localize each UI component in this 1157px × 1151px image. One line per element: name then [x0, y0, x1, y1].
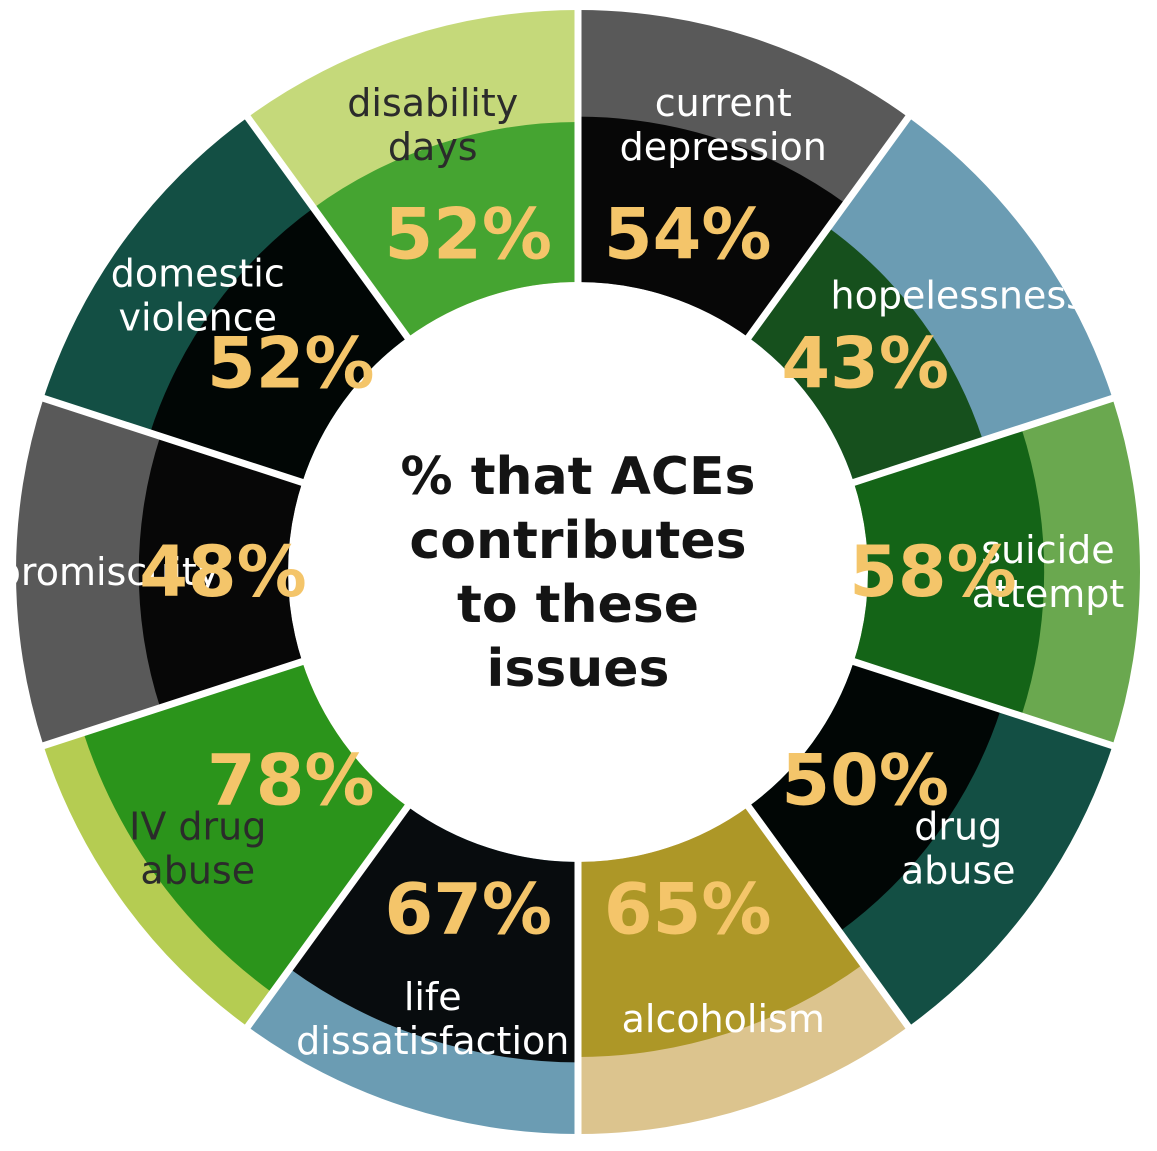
segment-label-6: IV drug abuse: [129, 804, 266, 892]
segment-value-2: 58%: [849, 531, 1017, 613]
segment-fill-7: [138, 436, 303, 708]
segment-label-5: life dissatisfaction: [296, 975, 569, 1063]
segment-label-7: promiscuity: [0, 550, 219, 594]
segment-label-4: alcoholism: [622, 997, 825, 1041]
segment-divider-8: [40, 394, 306, 487]
segment-fill-2: [853, 427, 1045, 717]
segment-inner-layer: [83, 116, 1045, 1063]
segment-value-3: 50%: [781, 740, 949, 822]
segment-divider-3: [850, 657, 1116, 750]
segment-value-7: 48%: [139, 531, 307, 613]
segment-dividers: [40, 8, 1116, 1136]
segment-fill-0: [578, 116, 846, 338]
segment-value-1: 43%: [781, 322, 949, 404]
segment-label-9: disability days: [347, 81, 518, 169]
segment-value-5: 67%: [385, 869, 553, 951]
segment-fill-9: [313, 122, 578, 338]
segment-fill-6: [83, 661, 408, 993]
segment-fill-8: [150, 207, 408, 483]
segment-divider-9: [243, 113, 412, 342]
segment-divider-6: [243, 802, 412, 1031]
segment-divider-4: [744, 802, 913, 1031]
segment-divider-7: [40, 657, 306, 750]
segment-label-8: domestic violence: [111, 252, 285, 340]
segment-value-4: 65%: [604, 869, 772, 951]
segment-fill-1: [748, 227, 983, 483]
segment-value-8: 52%: [207, 322, 375, 404]
segment-labels: current depression hopelessness suicide atte…: [0, 81, 1124, 1063]
segment-value-9: 52%: [385, 193, 553, 275]
segment-value-0: 54%: [604, 193, 772, 275]
center-disc: [290, 284, 866, 860]
segment-label-1: hopelessness: [831, 274, 1086, 318]
center-title: % that ACEs contributes to these issues: [400, 447, 755, 699]
segment-label-3: drug abuse: [901, 804, 1016, 892]
segment-fill-3: [748, 661, 1001, 932]
segment-label-2: suicide attempt: [972, 528, 1125, 616]
segment-value-6: 78%: [207, 740, 375, 822]
segment-label-0: current depression: [620, 81, 827, 169]
segment-values: 54%43% 58% 50%65% 67%78% 48% 52%52%: [139, 193, 1017, 950]
segment-divider-2: [850, 394, 1116, 487]
segment-divider-1: [744, 113, 913, 342]
